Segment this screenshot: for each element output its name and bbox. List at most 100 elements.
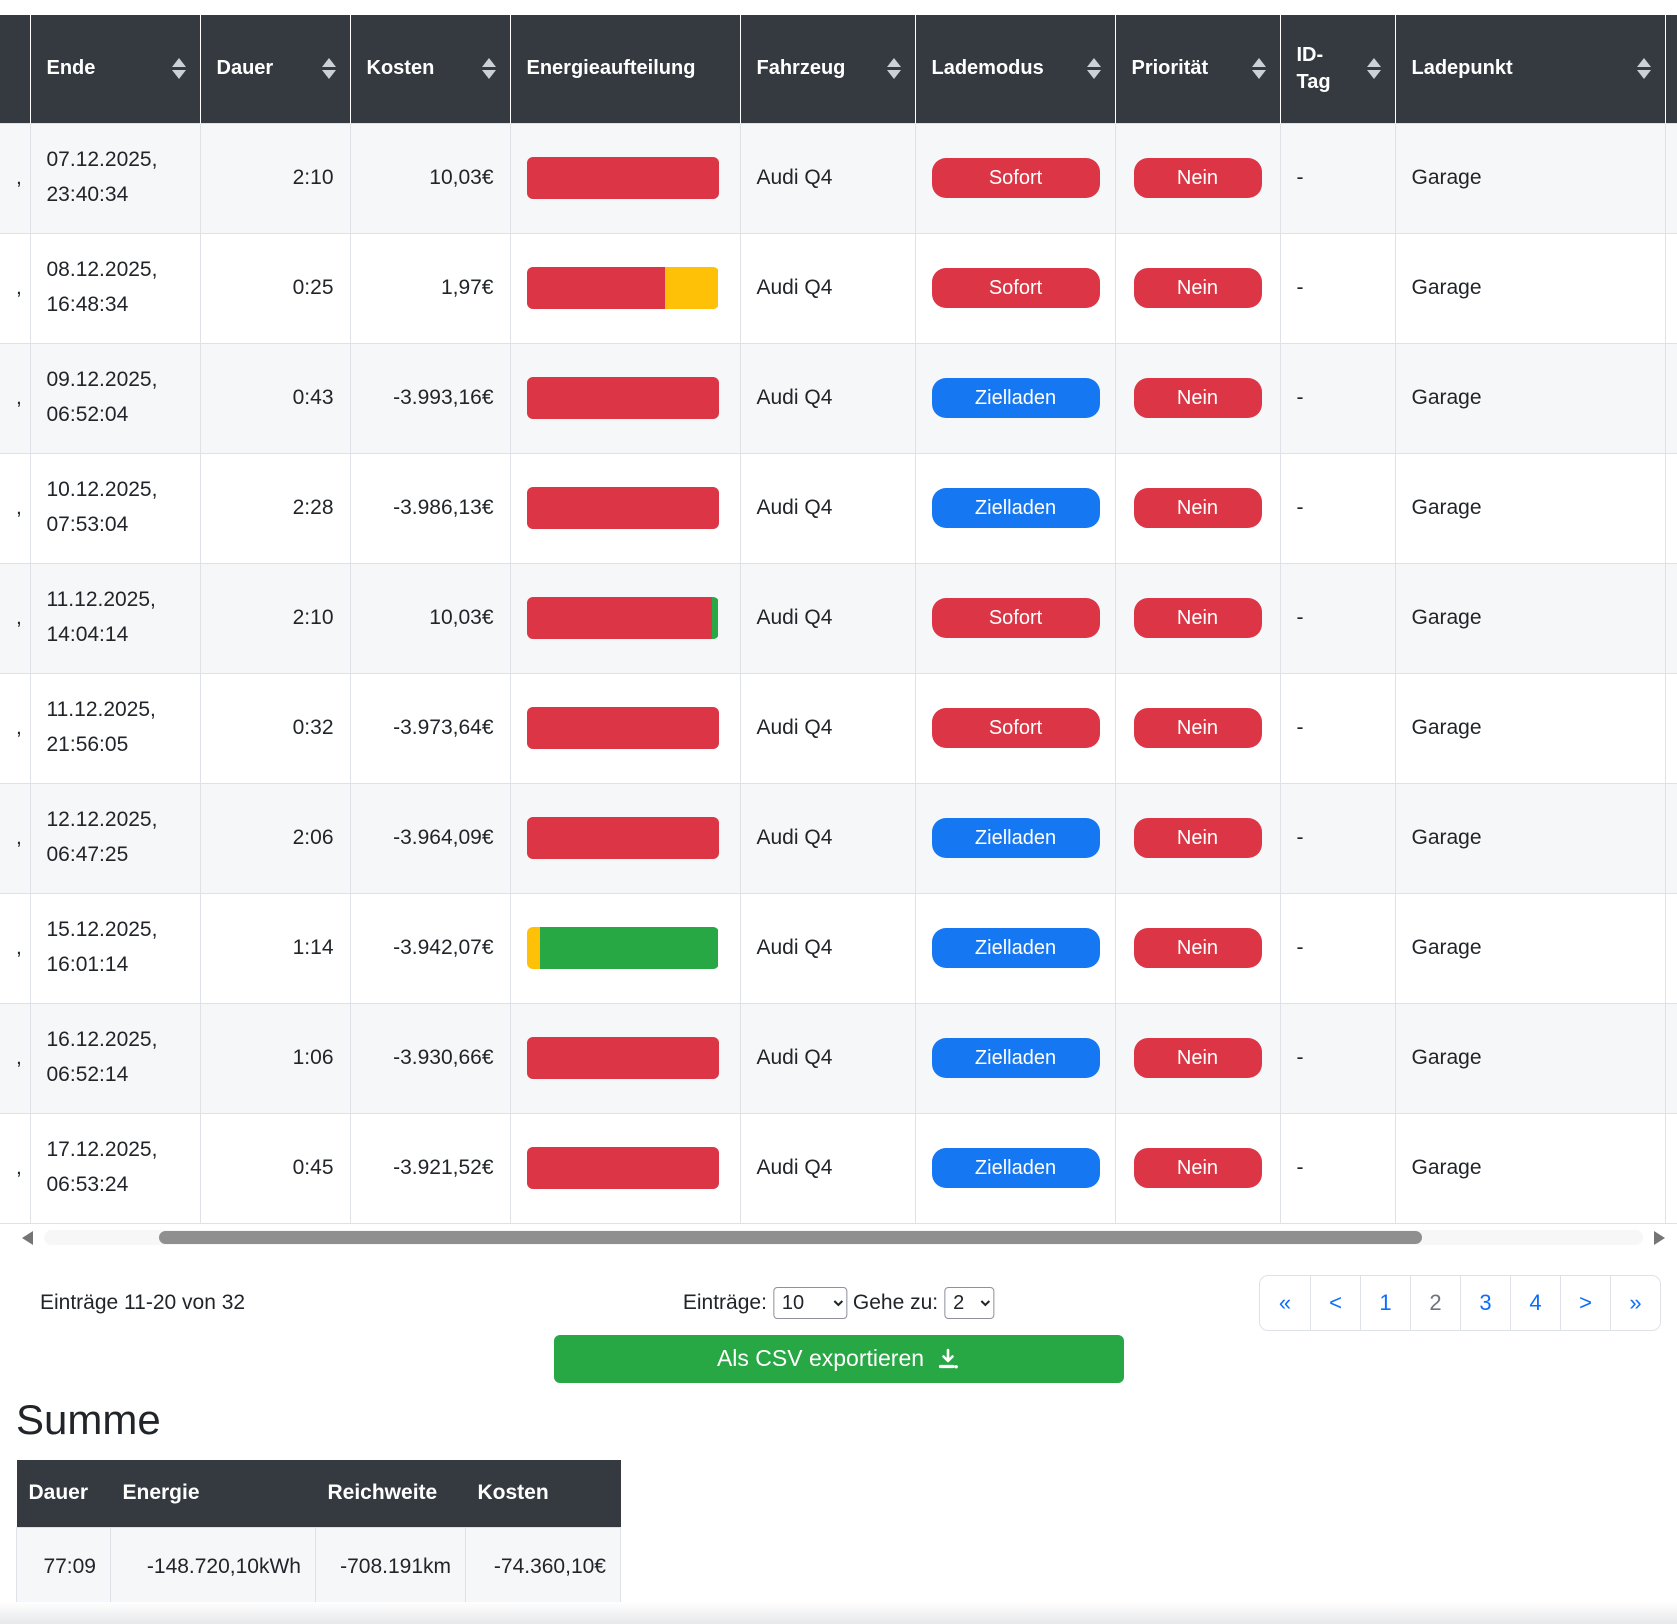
column-header-label: Fahrzeug: [757, 55, 846, 82]
lademodus-cell: Sofort: [915, 673, 1115, 783]
page-item-4[interactable]: 4: [1510, 1276, 1560, 1330]
truncated-right-cell: [1665, 893, 1677, 1003]
fahrzeug-cell: Audi Q4: [740, 673, 915, 783]
dauer-cell: 1:06: [200, 1003, 350, 1113]
energieaufteilung-cell: [510, 233, 740, 343]
fahrzeug-cell: Audi Q4: [740, 343, 915, 453]
kosten-cell: -3.921,52€: [350, 1113, 510, 1223]
page-item->[interactable]: >: [1560, 1276, 1610, 1330]
scrollbar-thumb[interactable]: [159, 1231, 1422, 1244]
goto-page-select[interactable]: 2: [944, 1287, 994, 1319]
scroll-left-arrow-icon[interactable]: [22, 1231, 33, 1245]
ende-cell: 10.12.2025, 07:53:04: [30, 453, 200, 563]
table-row: , 07.12.2025, 23:40:34 2:10 10,03€ Audi …: [0, 123, 1677, 233]
table-row: , 17.12.2025, 06:53:24 0:45 -3.921,52€ A…: [0, 1113, 1677, 1223]
column-header-ende[interactable]: Ende: [30, 15, 200, 123]
page-item-1[interactable]: 1: [1360, 1276, 1410, 1330]
column-header-label: Kosten: [367, 55, 435, 82]
page-item-»[interactable]: »: [1610, 1276, 1660, 1330]
table-row: , 09.12.2025, 06:52:04 0:43 -3.993,16€ A…: [0, 343, 1677, 453]
energieaufteilung-cell: [510, 1003, 740, 1113]
energy-segment-yellow: [527, 927, 540, 969]
sort-icon[interactable]: [172, 58, 186, 79]
start-cell-truncated: ,: [0, 673, 30, 783]
kosten-cell: 1,97€: [350, 233, 510, 343]
lademodus-cell: Sofort: [915, 563, 1115, 673]
table-row: , 10.12.2025, 07:53:04 2:28 -3.986,13€ A…: [0, 453, 1677, 563]
prioritaet-cell: Nein: [1115, 563, 1280, 673]
page-item-«[interactable]: «: [1260, 1276, 1310, 1330]
column-header-id-tag[interactable]: ID-Tag: [1280, 15, 1395, 123]
kosten-cell: -3.964,09€: [350, 783, 510, 893]
energy-split-bar: [527, 927, 719, 969]
page-item-3[interactable]: 3: [1460, 1276, 1510, 1330]
column-header-label: ID-Tag: [1297, 42, 1339, 96]
dauer-cell: 1:14: [200, 893, 350, 1003]
column-header-label: Priorität: [1132, 55, 1209, 82]
column-header-fahrzeug[interactable]: Fahrzeug: [740, 15, 915, 123]
sort-up-arrow-icon: [482, 58, 496, 67]
column-header-dauer[interactable]: Dauer: [200, 15, 350, 123]
page-item-<[interactable]: <: [1310, 1276, 1360, 1330]
sort-up-arrow-icon: [1367, 58, 1381, 67]
summary-col-header-energie: Energie: [111, 1460, 316, 1528]
fahrzeug-cell: Audi Q4: [740, 123, 915, 233]
pagination-row: Einträge 11-20 von 32 Einträge: 10 Gehe …: [0, 1275, 1677, 1331]
energy-segment-green: [540, 927, 719, 969]
ende-cell: 17.12.2025, 06:53:24: [30, 1113, 200, 1223]
horizontal-scrollbar[interactable]: [0, 1230, 1677, 1245]
summary-value-dauer: 77:09: [17, 1528, 111, 1606]
energy-split-bar: [527, 377, 719, 419]
sort-icon[interactable]: [1087, 58, 1101, 79]
column-header-lademodus[interactable]: Lademodus: [915, 15, 1115, 123]
prioritaet-badge: Nein: [1134, 158, 1262, 198]
energy-segment-red: [527, 267, 665, 309]
page-item-2[interactable]: 2: [1410, 1276, 1460, 1330]
sort-icon[interactable]: [482, 58, 496, 79]
start-cell-truncated: ,: [0, 1003, 30, 1113]
ende-cell: 11.12.2025, 14:04:14: [30, 563, 200, 673]
scroll-right-arrow-icon[interactable]: [1654, 1231, 1665, 1245]
sort-icon[interactable]: [887, 58, 901, 79]
id-tag-cell: -: [1280, 453, 1395, 563]
energieaufteilung-cell: [510, 563, 740, 673]
fahrzeug-cell: Audi Q4: [740, 233, 915, 343]
kosten-cell: 10,03€: [350, 123, 510, 233]
start-cell-truncated: ,: [0, 783, 30, 893]
energy-segment-green: [712, 597, 719, 639]
lademodus-badge: Zielladen: [932, 488, 1100, 528]
sort-icon[interactable]: [1252, 58, 1266, 79]
start-cell-truncated: ,: [0, 563, 30, 673]
start-cell-truncated: ,: [0, 123, 30, 233]
scrollbar-track[interactable]: [44, 1230, 1643, 1245]
column-header-ladepunkt[interactable]: Ladepunkt: [1395, 15, 1665, 123]
ladepunkt-cell: Garage: [1395, 1003, 1665, 1113]
summary-value-reichweite: -708.191km: [316, 1528, 466, 1606]
dauer-cell: 2:10: [200, 123, 350, 233]
summary-header-row: DauerEnergieReichweiteKosten: [17, 1460, 621, 1528]
sort-icon[interactable]: [1637, 58, 1651, 79]
table-row: , 11.12.2025, 14:04:14 2:10 10,03€ Audi …: [0, 563, 1677, 673]
column-header-kosten[interactable]: Kosten: [350, 15, 510, 123]
truncated-right-cell: [1665, 783, 1677, 893]
ladepunkt-cell: Garage: [1395, 343, 1665, 453]
sort-icon[interactable]: [1367, 58, 1381, 79]
energy-segment-red: [527, 597, 712, 639]
id-tag-cell: -: [1280, 1113, 1395, 1223]
entries-per-page-select[interactable]: 10: [773, 1287, 847, 1319]
dauer-cell: 0:45: [200, 1113, 350, 1223]
csv-export-button[interactable]: Als CSV exportieren: [554, 1335, 1124, 1383]
lademodus-badge: Sofort: [932, 158, 1100, 198]
column-header-priorit-t[interactable]: Priorität: [1115, 15, 1280, 123]
csv-export-row: Als CSV exportieren: [0, 1335, 1677, 1383]
energy-split-bar: [527, 707, 719, 749]
sort-icon[interactable]: [322, 58, 336, 79]
energieaufteilung-cell: [510, 783, 740, 893]
summary-title: Summe: [16, 1397, 1677, 1443]
energy-segment-red: [527, 817, 719, 859]
truncated-right-cell: [1665, 453, 1677, 563]
id-tag-cell: -: [1280, 343, 1395, 453]
prioritaet-badge: Nein: [1134, 708, 1262, 748]
sort-down-arrow-icon: [1637, 70, 1651, 79]
column-header-label: Lademodus: [932, 55, 1044, 82]
